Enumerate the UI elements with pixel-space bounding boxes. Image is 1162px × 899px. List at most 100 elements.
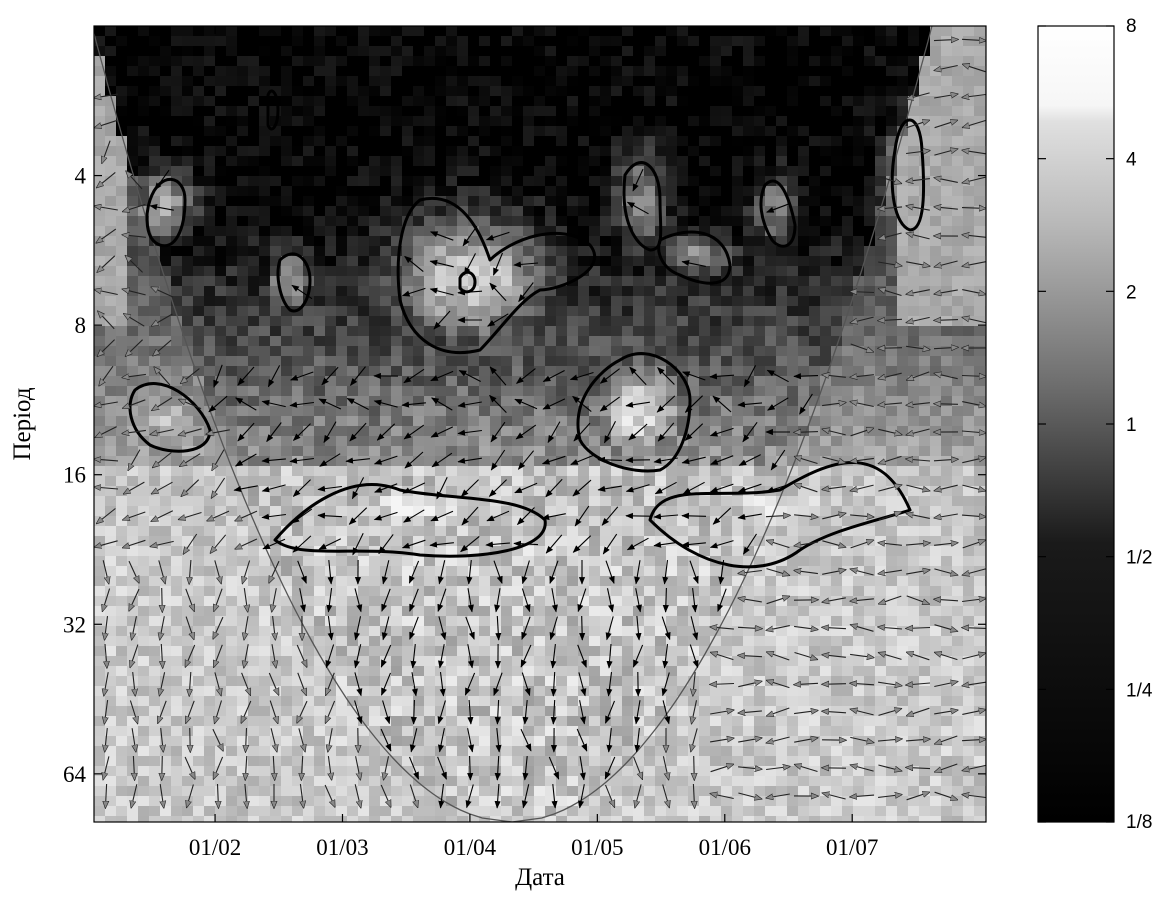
- heatmap-cell: [149, 266, 161, 277]
- heatmap-cell: [633, 516, 645, 527]
- heatmap-cell: [512, 296, 524, 307]
- heatmap-cell: [897, 606, 909, 617]
- heatmap-cell: [468, 456, 480, 467]
- heatmap-cell: [930, 306, 942, 317]
- heatmap-cell: [402, 206, 414, 217]
- heatmap-cell: [666, 336, 678, 347]
- heatmap-cell: [292, 586, 304, 597]
- heatmap-cell: [127, 156, 139, 167]
- heatmap-cell: [105, 346, 117, 357]
- heatmap-cell: [644, 606, 656, 617]
- heatmap-cell: [303, 356, 315, 367]
- heatmap-cell: [490, 226, 502, 237]
- heatmap-cell: [699, 346, 711, 357]
- heatmap-cell: [732, 26, 744, 37]
- heatmap-cell: [930, 386, 942, 397]
- heatmap-cell: [963, 226, 975, 237]
- heatmap-cell: [853, 416, 865, 427]
- heatmap-cell: [171, 366, 183, 377]
- heatmap-cell: [358, 626, 370, 637]
- heatmap-cell: [677, 86, 689, 97]
- heatmap-cell: [490, 376, 502, 387]
- heatmap-cell: [831, 176, 843, 187]
- heatmap-cell: [281, 506, 293, 517]
- heatmap-cell: [193, 286, 205, 297]
- heatmap-cell: [556, 486, 568, 497]
- heatmap-cell: [281, 536, 293, 547]
- heatmap-cell: [754, 266, 766, 277]
- heatmap-cell: [765, 196, 777, 207]
- heatmap-cell: [644, 86, 656, 97]
- heatmap-cell: [611, 346, 623, 357]
- heatmap-cell: [259, 56, 271, 67]
- heatmap-cell: [314, 86, 326, 97]
- heatmap-cell: [193, 546, 205, 557]
- heatmap-cell: [127, 506, 139, 517]
- heatmap-cell: [963, 586, 975, 597]
- heatmap-cell: [413, 276, 425, 287]
- heatmap-cell: [435, 626, 447, 637]
- heatmap-cell: [545, 536, 557, 547]
- heatmap-cell: [413, 216, 425, 227]
- heatmap-cell: [523, 156, 535, 167]
- heatmap-cell: [501, 256, 513, 267]
- heatmap-cell: [479, 536, 491, 547]
- heatmap-cell: [380, 166, 392, 177]
- heatmap-cell: [402, 186, 414, 197]
- heatmap-cell: [578, 326, 590, 337]
- heatmap-cell: [600, 596, 612, 607]
- heatmap-cell: [446, 486, 458, 497]
- heatmap-cell: [501, 396, 513, 407]
- heatmap-cell: [248, 426, 260, 437]
- heatmap-cell: [699, 236, 711, 247]
- heatmap-cell: [655, 496, 667, 507]
- heatmap-cell: [952, 366, 964, 377]
- heatmap-cell: [303, 346, 315, 357]
- heatmap-cell: [281, 406, 293, 417]
- heatmap-cell: [644, 186, 656, 197]
- heatmap-cell: [655, 596, 667, 607]
- heatmap-cell: [270, 136, 282, 147]
- heatmap-cell: [853, 506, 865, 517]
- heatmap-cell: [193, 606, 205, 617]
- heatmap-cell: [798, 146, 810, 157]
- heatmap-cell: [523, 96, 535, 107]
- heatmap-cell: [248, 66, 260, 77]
- heatmap-cell: [710, 206, 722, 217]
- heatmap-cell: [490, 426, 502, 437]
- heatmap-cell: [941, 506, 953, 517]
- heatmap-cell: [512, 586, 524, 597]
- heatmap-cell: [930, 186, 942, 197]
- heatmap-cell: [765, 386, 777, 397]
- heatmap-cell: [908, 336, 920, 347]
- heatmap-cell: [127, 586, 139, 597]
- heatmap-cell: [259, 486, 271, 497]
- heatmap-cell: [545, 566, 557, 577]
- heatmap-cell: [798, 546, 810, 557]
- heatmap-cell: [919, 26, 931, 37]
- heatmap-cell: [424, 516, 436, 527]
- heatmap-cell: [127, 206, 139, 217]
- heatmap-cell: [182, 56, 194, 67]
- heatmap-cell: [611, 556, 623, 567]
- heatmap-cell: [556, 416, 568, 427]
- heatmap-cell: [831, 96, 843, 107]
- heatmap-cell: [358, 566, 370, 577]
- heatmap-cell: [930, 316, 942, 327]
- heatmap-cell: [578, 576, 590, 587]
- heatmap-cell: [149, 556, 161, 567]
- heatmap-cell: [490, 336, 502, 347]
- heatmap-cell: [182, 516, 194, 527]
- heatmap-cell: [501, 286, 513, 297]
- heatmap-cell: [721, 256, 733, 267]
- heatmap-cell: [347, 586, 359, 597]
- heatmap-cell: [677, 196, 689, 207]
- heatmap-cell: [798, 246, 810, 257]
- heatmap-cell: [160, 516, 172, 527]
- heatmap-cell: [116, 466, 128, 477]
- heatmap-cell: [182, 556, 194, 567]
- heatmap-cell: [501, 376, 513, 387]
- heatmap-cell: [864, 36, 876, 47]
- heatmap-cell: [237, 306, 249, 317]
- heatmap-cell: [567, 426, 579, 437]
